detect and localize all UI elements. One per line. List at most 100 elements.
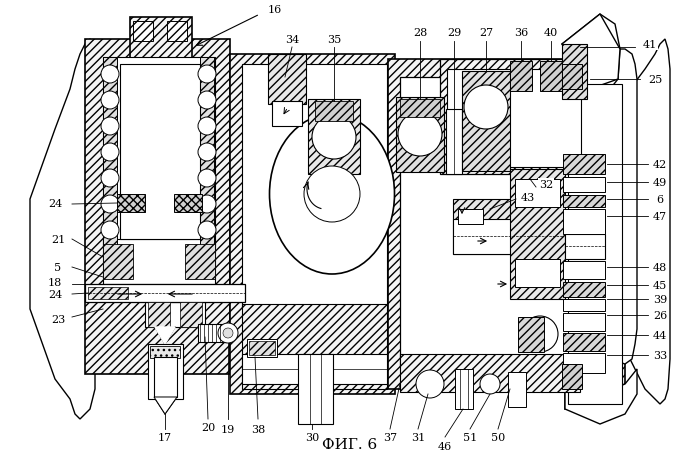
Bar — [85, 40, 230, 374]
Text: 40: 40 — [544, 28, 558, 38]
Circle shape — [304, 167, 360, 222]
Bar — [400, 354, 580, 392]
Text: 47: 47 — [653, 212, 667, 222]
Text: 50: 50 — [491, 432, 505, 442]
Text: 21: 21 — [51, 234, 65, 244]
Bar — [103, 244, 133, 279]
Text: 33: 33 — [653, 350, 667, 360]
Bar — [388, 60, 588, 389]
Bar — [180, 302, 202, 327]
Bar — [230, 55, 395, 394]
Bar — [247, 339, 277, 357]
Text: 36: 36 — [514, 28, 528, 38]
Text: 39: 39 — [653, 294, 667, 304]
Text: 49: 49 — [653, 177, 667, 187]
Bar — [272, 102, 302, 127]
Text: 19: 19 — [221, 424, 235, 434]
Bar — [88, 288, 128, 299]
Circle shape — [198, 170, 216, 187]
Bar — [103, 58, 215, 248]
Circle shape — [480, 374, 500, 394]
Bar — [562, 65, 582, 90]
Circle shape — [198, 144, 216, 162]
Text: 16: 16 — [268, 5, 282, 15]
Polygon shape — [630, 40, 670, 404]
Bar — [462, 72, 510, 172]
Bar — [148, 344, 183, 399]
Circle shape — [312, 116, 356, 160]
Bar — [200, 58, 214, 248]
Circle shape — [101, 196, 119, 213]
Bar — [568, 85, 622, 404]
Circle shape — [198, 92, 216, 110]
Polygon shape — [562, 15, 620, 90]
Text: 30: 30 — [305, 432, 319, 442]
Bar — [85, 284, 245, 302]
Text: 26: 26 — [653, 310, 667, 320]
Bar — [515, 180, 560, 207]
Bar — [396, 98, 444, 172]
Circle shape — [101, 92, 119, 110]
Text: 37: 37 — [383, 432, 397, 442]
Bar — [455, 369, 473, 409]
Polygon shape — [155, 327, 175, 344]
Circle shape — [198, 196, 216, 213]
Bar — [563, 299, 605, 311]
Bar — [565, 234, 605, 259]
Polygon shape — [565, 369, 637, 424]
Text: 6: 6 — [656, 195, 663, 205]
Circle shape — [218, 324, 238, 343]
Circle shape — [101, 118, 119, 136]
Bar — [130, 18, 192, 66]
Text: 29: 29 — [447, 28, 461, 38]
Text: 24: 24 — [48, 289, 62, 299]
Text: 32: 32 — [539, 180, 553, 190]
Bar — [540, 62, 562, 92]
Bar — [440, 60, 588, 175]
Bar — [185, 244, 215, 279]
Bar — [563, 353, 605, 373]
Bar — [150, 346, 180, 358]
Bar — [120, 65, 200, 239]
Bar — [563, 155, 605, 175]
Text: 25: 25 — [648, 75, 662, 85]
Bar — [145, 302, 205, 327]
Bar — [308, 100, 360, 175]
Bar — [563, 177, 605, 192]
Text: 48: 48 — [653, 263, 667, 273]
Bar — [133, 22, 153, 42]
Bar — [563, 196, 605, 207]
Bar — [268, 55, 306, 105]
Bar — [400, 78, 578, 367]
Text: 31: 31 — [411, 432, 425, 442]
Circle shape — [464, 86, 508, 130]
Text: 41: 41 — [643, 40, 657, 50]
Text: 35: 35 — [327, 35, 341, 45]
Ellipse shape — [270, 115, 394, 274]
Circle shape — [101, 66, 119, 84]
Bar — [508, 372, 526, 407]
Bar — [562, 364, 582, 389]
Bar — [198, 324, 226, 342]
Bar — [242, 304, 387, 389]
Circle shape — [101, 144, 119, 162]
Polygon shape — [154, 397, 177, 414]
Bar — [515, 259, 560, 288]
Circle shape — [198, 118, 216, 136]
Bar — [562, 45, 587, 100]
Bar — [249, 341, 275, 355]
Circle shape — [198, 222, 216, 239]
Circle shape — [101, 170, 119, 187]
Circle shape — [398, 113, 442, 157]
Text: 18: 18 — [48, 278, 62, 288]
Text: 5: 5 — [55, 263, 62, 273]
Bar — [510, 170, 565, 299]
Bar — [518, 317, 544, 352]
Text: 27: 27 — [479, 28, 493, 38]
Text: 43: 43 — [521, 192, 535, 202]
Bar — [563, 210, 605, 234]
Bar — [242, 354, 387, 384]
Bar — [315, 102, 353, 122]
Bar — [298, 354, 333, 424]
Bar — [103, 239, 215, 284]
